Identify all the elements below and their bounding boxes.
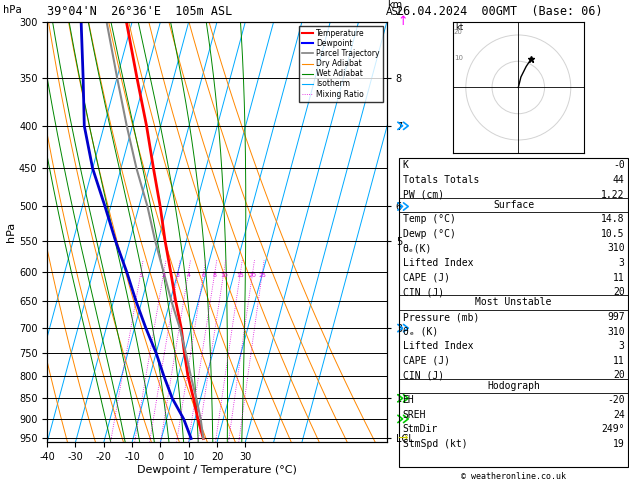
X-axis label: Dewpoint / Temperature (°C): Dewpoint / Temperature (°C) (137, 465, 297, 475)
Text: 20: 20 (613, 370, 625, 381)
Legend: Temperature, Dewpoint, Parcel Trajectory, Dry Adiabat, Wet Adiabat, Isotherm, Mi: Temperature, Dewpoint, Parcel Trajectory… (299, 26, 383, 102)
Text: EH: EH (403, 395, 415, 405)
Text: θₑ(K): θₑ(K) (403, 243, 432, 254)
Text: 11: 11 (613, 273, 625, 283)
Text: PW (cm): PW (cm) (403, 190, 443, 200)
Text: 310: 310 (607, 327, 625, 337)
Text: 10: 10 (454, 55, 463, 61)
Text: 20: 20 (248, 274, 257, 278)
Text: CAPE (J): CAPE (J) (403, 356, 450, 366)
Text: 10.5: 10.5 (601, 229, 625, 239)
Text: Pressure (mb): Pressure (mb) (403, 312, 479, 322)
Text: hPa: hPa (3, 5, 22, 15)
Text: 3: 3 (619, 341, 625, 351)
Text: Temp (°C): Temp (°C) (403, 214, 455, 225)
Text: 25: 25 (259, 274, 266, 278)
Text: SREH: SREH (403, 410, 426, 420)
Text: 26.04.2024  00GMT  (Base: 06): 26.04.2024 00GMT (Base: 06) (396, 5, 603, 18)
Text: Totals Totals: Totals Totals (403, 175, 479, 185)
Text: ↑: ↑ (398, 16, 408, 28)
Text: © weatheronline.co.uk: © weatheronline.co.uk (461, 472, 566, 481)
Text: →: → (398, 432, 408, 445)
Text: Lifted Index: Lifted Index (403, 258, 473, 268)
Text: -20: -20 (607, 395, 625, 405)
Text: 3: 3 (176, 274, 180, 278)
Text: 15: 15 (237, 274, 244, 278)
Text: 1: 1 (139, 274, 143, 278)
Text: Hodograph: Hodograph (487, 381, 540, 391)
Text: 39°04'N  26°36'E  105m ASL: 39°04'N 26°36'E 105m ASL (47, 5, 233, 18)
Text: 19: 19 (613, 439, 625, 449)
Text: 11: 11 (613, 356, 625, 366)
Text: StmSpd (kt): StmSpd (kt) (403, 439, 467, 449)
Text: 14.8: 14.8 (601, 214, 625, 225)
Text: θₑ (K): θₑ (K) (403, 327, 438, 337)
Text: Most Unstable: Most Unstable (476, 297, 552, 308)
Text: 20: 20 (454, 29, 463, 35)
Text: 4: 4 (186, 274, 191, 278)
Text: Lifted Index: Lifted Index (403, 341, 473, 351)
Text: 3: 3 (619, 258, 625, 268)
Text: 1.22: 1.22 (601, 190, 625, 200)
Text: K: K (403, 160, 408, 171)
Text: -0: -0 (613, 160, 625, 171)
Text: Surface: Surface (493, 200, 534, 210)
Text: 310: 310 (607, 243, 625, 254)
Text: CAPE (J): CAPE (J) (403, 273, 450, 283)
Text: km: km (387, 0, 403, 10)
Text: 10: 10 (220, 274, 228, 278)
Text: ASL: ASL (386, 7, 404, 17)
Text: kt: kt (455, 23, 464, 32)
Text: 44: 44 (613, 175, 625, 185)
Text: 997: 997 (607, 312, 625, 322)
Text: 24: 24 (613, 410, 625, 420)
Text: 249°: 249° (601, 424, 625, 434)
Text: 8: 8 (213, 274, 217, 278)
Text: CIN (J): CIN (J) (403, 287, 443, 297)
Text: CIN (J): CIN (J) (403, 370, 443, 381)
Text: StmDir: StmDir (403, 424, 438, 434)
Text: 20: 20 (613, 287, 625, 297)
Y-axis label: hPa: hPa (6, 222, 16, 242)
Text: 6: 6 (202, 274, 206, 278)
Text: 2: 2 (162, 274, 166, 278)
Text: Dewp (°C): Dewp (°C) (403, 229, 455, 239)
